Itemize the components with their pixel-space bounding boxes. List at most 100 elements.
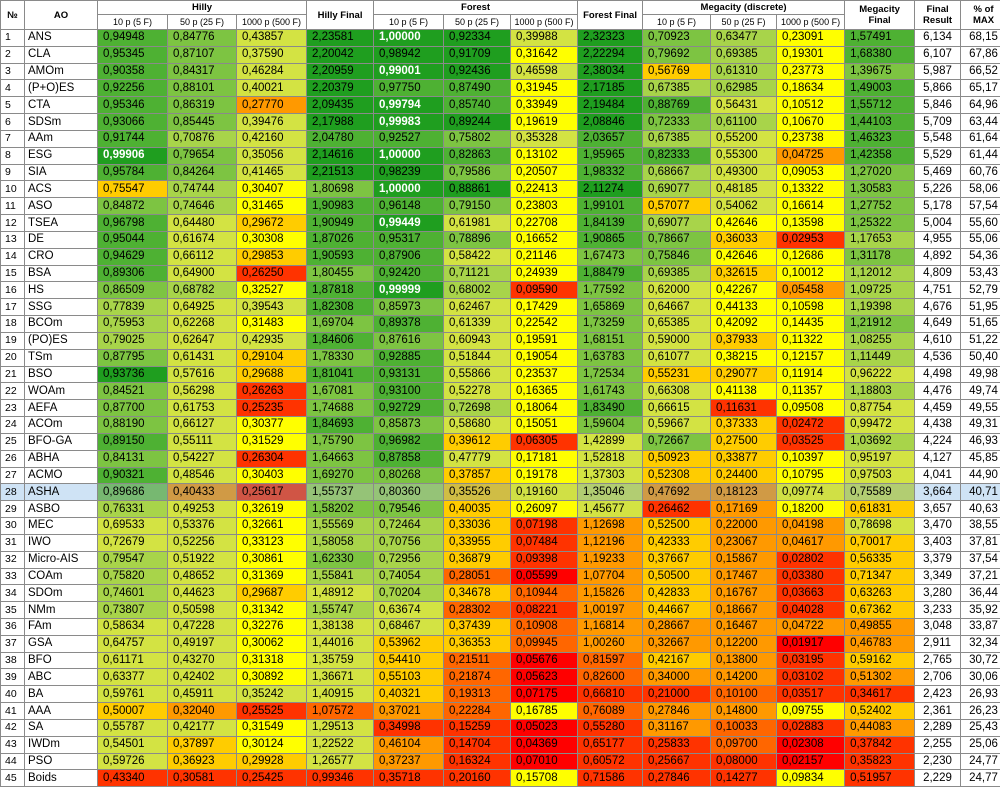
cell-megacity-1000p: 0,13598 (777, 215, 845, 232)
cell-megacity-10p: 0,42167 (643, 652, 711, 669)
cell-pct-of-max: 40,71 (961, 484, 1000, 501)
cell-forest-10p: 0,70204 (374, 585, 444, 602)
cell-megacity-50p: 0,62985 (711, 80, 777, 97)
cell-megacity-final: 1,17653 (845, 231, 915, 248)
cell-forest-1000p: 0,21146 (511, 248, 578, 265)
cell-megacity-final: 0,37842 (845, 736, 915, 753)
cell-hilly-10p: 0,90321 (98, 467, 168, 484)
cell-hilly-10p: 0,84131 (98, 450, 168, 467)
cell-megacity-final: 1,18803 (845, 383, 915, 400)
cell-final-result: 5,226 (915, 181, 961, 198)
cell-megacity-50p: 0,11631 (711, 400, 777, 417)
cell-final-result: 2,706 (915, 669, 961, 686)
cell-forest-1000p: 0,07175 (511, 686, 578, 703)
cell-megacity-final: 0,51302 (845, 669, 915, 686)
cell-final-result: 4,676 (915, 299, 961, 316)
col-subheader-forest-10p: 10 p (5 F) (374, 15, 444, 30)
cell-hilly-10p: 0,58634 (98, 618, 168, 635)
row-number: 44 (1, 753, 25, 770)
row-number: 3 (1, 63, 25, 80)
cell-hilly-1000p: 0,25425 (237, 770, 307, 787)
cell-megacity-10p: 0,50923 (643, 450, 711, 467)
cell-megacity-final: 1,49003 (845, 80, 915, 97)
cell-megacity-10p: 0,70923 (643, 30, 711, 47)
cell-megacity-final: 1,39675 (845, 63, 915, 80)
cell-megacity-50p: 0,48185 (711, 181, 777, 198)
cell-hilly-1000p: 0,31369 (237, 568, 307, 585)
cell-pct-of-max: 55,60 (961, 215, 1000, 232)
cell-megacity-10p: 0,44667 (643, 602, 711, 619)
cell-final-result: 2,230 (915, 753, 961, 770)
cell-forest-50p: 0,91709 (444, 46, 511, 63)
cell-forest-final: 1,98332 (578, 164, 643, 181)
col-subheader-megacity-1000p: 1000 p (500 F) (777, 15, 845, 30)
cell-forest-10p: 0,95317 (374, 231, 444, 248)
cell-pct-of-max: 26,93 (961, 686, 1000, 703)
cell-megacity-1000p: 0,10670 (777, 114, 845, 131)
cell-pct-of-max: 49,74 (961, 383, 1000, 400)
cell-forest-1000p: 0,05623 (511, 669, 578, 686)
cell-megacity-1000p: 0,05458 (777, 282, 845, 299)
cell-hilly-1000p: 0,30124 (237, 736, 307, 753)
cell-forest-1000p: 0,24939 (511, 265, 578, 282)
algorithm-name: ASO (25, 198, 98, 215)
cell-forest-50p: 0,21874 (444, 669, 511, 686)
cell-megacity-50p: 0,49300 (711, 164, 777, 181)
cell-hilly-10p: 0,90358 (98, 63, 168, 80)
cell-megacity-10p: 0,65385 (643, 316, 711, 333)
cell-hilly-final: 1,07572 (307, 703, 374, 720)
cell-megacity-50p: 0,42092 (711, 316, 777, 333)
cell-megacity-1000p: 0,10397 (777, 450, 845, 467)
cell-megacity-10p: 0,69077 (643, 215, 711, 232)
cell-hilly-final: 1,75790 (307, 433, 374, 450)
cell-hilly-50p: 0,64925 (168, 299, 237, 316)
cell-hilly-10p: 0,96798 (98, 215, 168, 232)
cell-hilly-50p: 0,61753 (168, 400, 237, 417)
